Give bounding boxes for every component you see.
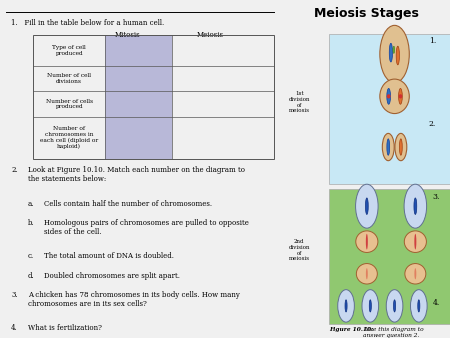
- Text: c.: c.: [28, 252, 34, 261]
- Text: d.: d.: [28, 272, 34, 280]
- Ellipse shape: [369, 300, 371, 312]
- Ellipse shape: [399, 89, 402, 104]
- Bar: [328, 34, 450, 184]
- Text: 3.: 3.: [11, 291, 18, 299]
- Ellipse shape: [405, 264, 426, 284]
- Ellipse shape: [387, 139, 390, 155]
- Ellipse shape: [365, 198, 368, 214]
- Text: 4.: 4.: [11, 324, 18, 333]
- Text: Mitosis: Mitosis: [114, 31, 140, 39]
- Text: a.: a.: [28, 200, 34, 208]
- Circle shape: [362, 290, 378, 322]
- Text: Type of cell
produced: Type of cell produced: [52, 45, 86, 56]
- Ellipse shape: [400, 139, 402, 155]
- Bar: [105, 35, 171, 66]
- Ellipse shape: [366, 268, 368, 279]
- Ellipse shape: [345, 300, 347, 312]
- Text: A chicken has 78 chromosomes in its body cells. How many
chromosomes are in its : A chicken has 78 chromosomes in its body…: [28, 291, 239, 308]
- Text: b.: b.: [28, 219, 34, 227]
- Ellipse shape: [387, 94, 391, 98]
- Text: 2.: 2.: [429, 120, 436, 128]
- Text: Number of cell
divisions: Number of cell divisions: [47, 73, 91, 84]
- Bar: [105, 117, 171, 159]
- Text: Use this diagram to
answer question 2.: Use this diagram to answer question 2.: [363, 327, 423, 338]
- Text: 1.: 1.: [429, 37, 436, 45]
- Ellipse shape: [380, 79, 410, 114]
- Text: Look at Figure 10.10. Match each number on the diagram to
the statements below:: Look at Figure 10.10. Match each number …: [28, 166, 245, 184]
- Text: Homologous pairs of chromosomes are pulled to opposite
sides of the cell.: Homologous pairs of chromosomes are pull…: [44, 219, 249, 236]
- Ellipse shape: [393, 300, 396, 312]
- Text: 2.: 2.: [11, 166, 18, 174]
- Ellipse shape: [389, 43, 392, 62]
- Text: What is fertilization?: What is fertilization?: [28, 324, 102, 333]
- Circle shape: [410, 290, 427, 322]
- Text: Cells contain half the number of chromosomes.: Cells contain half the number of chromos…: [44, 200, 212, 208]
- Ellipse shape: [414, 268, 416, 279]
- Circle shape: [356, 184, 378, 228]
- Text: 1.   Fill in the table below for a human cell.: 1. Fill in the table below for a human c…: [11, 19, 164, 27]
- Text: Meiosis Stages: Meiosis Stages: [315, 7, 419, 20]
- Ellipse shape: [404, 231, 427, 252]
- Ellipse shape: [366, 234, 368, 249]
- Circle shape: [404, 184, 427, 228]
- Circle shape: [338, 290, 354, 322]
- Circle shape: [386, 290, 403, 322]
- Ellipse shape: [399, 94, 402, 98]
- Ellipse shape: [356, 264, 377, 284]
- Ellipse shape: [418, 300, 420, 312]
- Ellipse shape: [393, 46, 395, 53]
- Text: 3.: 3.: [432, 193, 440, 201]
- Ellipse shape: [395, 134, 407, 161]
- Circle shape: [380, 25, 410, 83]
- Ellipse shape: [356, 231, 378, 252]
- Text: Number of
chromosomes in
each cell (diploid or
haploid): Number of chromosomes in each cell (dipl…: [40, 126, 98, 149]
- Ellipse shape: [387, 89, 391, 104]
- Bar: [105, 91, 171, 117]
- Bar: [33, 35, 274, 159]
- Text: Doubled chromosomes are split apart.: Doubled chromosomes are split apart.: [44, 272, 180, 280]
- Ellipse shape: [414, 198, 417, 214]
- Bar: [105, 66, 171, 91]
- Ellipse shape: [414, 234, 416, 249]
- Text: Meiosis: Meiosis: [197, 31, 224, 39]
- Text: Figure 10.10:: Figure 10.10:: [328, 327, 373, 332]
- Text: 1st
division
of
meiosis: 1st division of meiosis: [288, 91, 310, 114]
- Ellipse shape: [396, 46, 400, 65]
- Text: 4.: 4.: [432, 299, 440, 307]
- Text: Number of cells
produced: Number of cells produced: [46, 99, 93, 109]
- Ellipse shape: [382, 134, 394, 161]
- Text: The total amount of DNA is doubled.: The total amount of DNA is doubled.: [44, 252, 174, 261]
- Bar: [328, 189, 450, 324]
- Text: 2nd
division
of
meiosis: 2nd division of meiosis: [288, 239, 310, 261]
